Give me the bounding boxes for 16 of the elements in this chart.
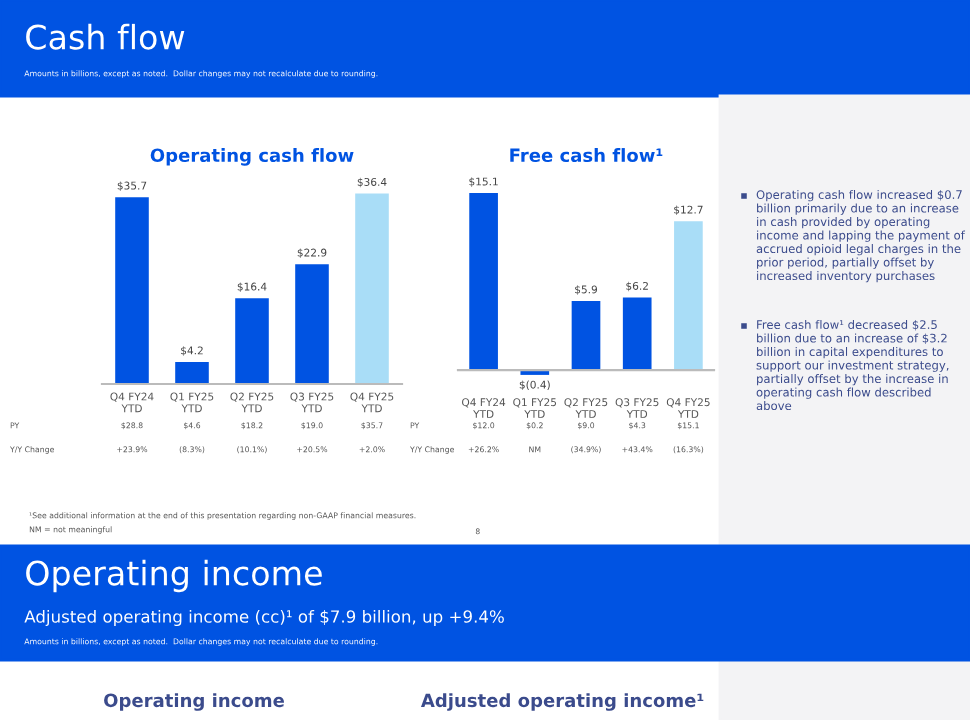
bar bbox=[469, 193, 498, 371]
bar bbox=[571, 301, 601, 371]
bar bbox=[115, 197, 149, 384]
bar bbox=[355, 193, 389, 384]
bar bbox=[235, 298, 269, 384]
chart-title: Free cash flow¹ bbox=[510, 148, 663, 163]
bar bbox=[295, 264, 329, 384]
text: Adjusted operating income (cc)¹ of $7.9 billion, up +9.4% bbox=[24, 609, 504, 627]
bar bbox=[622, 297, 652, 371]
text: Cash flow bbox=[26, 23, 185, 50]
text: Operating income bbox=[104, 693, 284, 711]
chart-title: Operating cash flow bbox=[150, 148, 354, 166]
text: Adjusted operating income¹ bbox=[420, 693, 704, 711]
bar bbox=[175, 362, 209, 384]
text: Operating income bbox=[26, 559, 322, 593]
bar bbox=[674, 221, 703, 371]
